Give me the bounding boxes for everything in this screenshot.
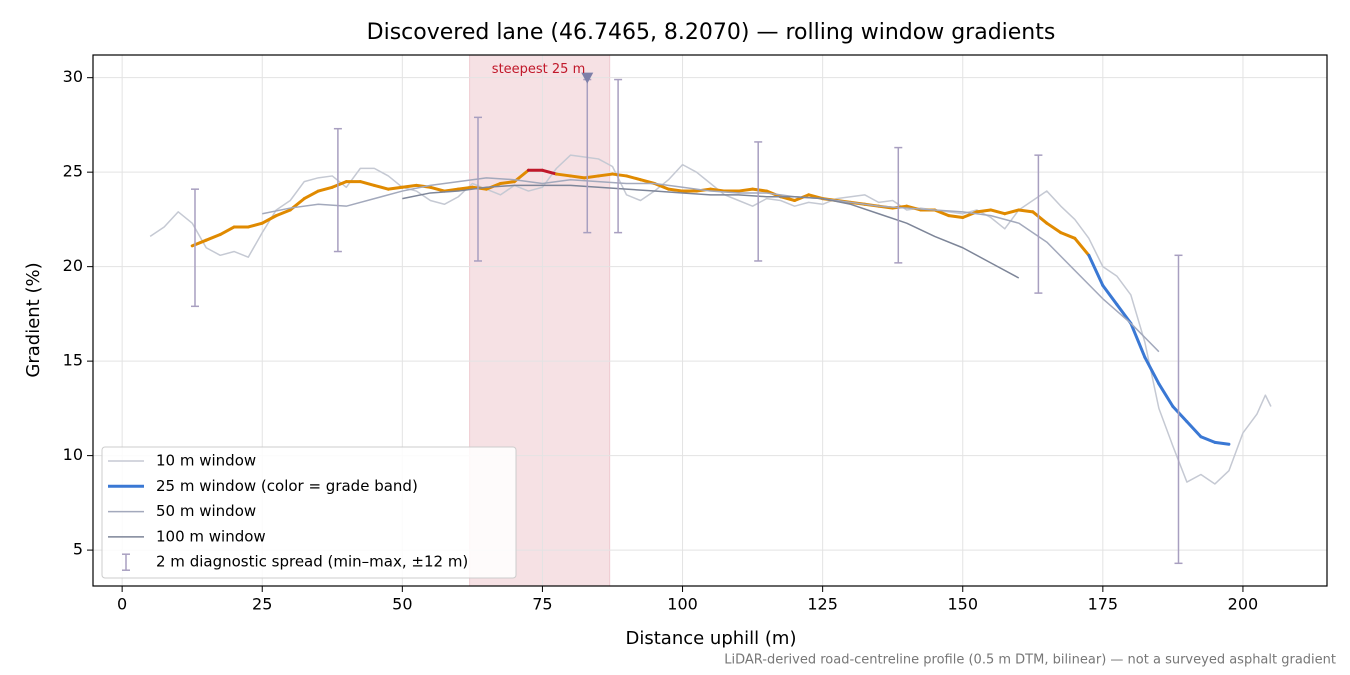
line-segment xyxy=(302,189,320,201)
legend-label: 25 m window (color = grade band) xyxy=(156,477,418,495)
line-segment xyxy=(372,183,390,191)
line-segment xyxy=(274,208,292,218)
line-segment xyxy=(1017,208,1035,214)
line-segment xyxy=(1073,236,1091,257)
line-segment xyxy=(709,187,727,193)
line-segment xyxy=(330,180,348,189)
line-segment xyxy=(989,208,1007,216)
line-segment xyxy=(1003,208,1021,216)
line-segment xyxy=(540,168,558,176)
line-segment xyxy=(442,187,460,193)
x-tick-label: 125 xyxy=(807,595,838,614)
y-tick-label: 5 xyxy=(73,540,83,559)
line-segment xyxy=(975,208,993,214)
x-tick-label: 150 xyxy=(947,595,978,614)
legend-box xyxy=(101,446,517,579)
line-segment xyxy=(610,172,629,178)
line-segment xyxy=(1059,231,1077,240)
line-segment xyxy=(751,187,769,193)
plot-frame xyxy=(92,54,1328,587)
line-segment xyxy=(358,180,376,187)
y-tick-label: 25 xyxy=(63,162,83,181)
line-segment xyxy=(625,174,643,182)
line-segment xyxy=(246,221,264,229)
line-segment xyxy=(1171,404,1189,424)
line-segment xyxy=(456,185,474,191)
line-segment xyxy=(1199,435,1217,444)
line-segment xyxy=(316,185,334,193)
line-segment xyxy=(1045,221,1063,235)
annotation: steepest 25 m xyxy=(492,62,585,77)
line-segment xyxy=(218,225,236,237)
line xyxy=(402,184,1020,279)
y-tick-label: 15 xyxy=(63,351,83,370)
line-segment xyxy=(596,172,614,178)
x-tick-label: 100 xyxy=(667,595,698,614)
line-segment xyxy=(1101,284,1119,306)
footnote: LiDAR-derived road-centreline profile (0… xyxy=(724,653,1336,668)
line-segment xyxy=(568,174,586,180)
x-tick-label: 200 xyxy=(1228,595,1259,614)
x-tick-label: 0 xyxy=(117,595,127,614)
chart-title: Discovered lane (46.7465, 8.2070) — roll… xyxy=(367,20,1056,45)
line-segment xyxy=(204,233,222,242)
annotation-marker xyxy=(581,72,594,84)
line-segment xyxy=(1087,253,1105,288)
x-axis-label: Distance uphill (m) xyxy=(626,628,797,649)
legend-label: 50 m window xyxy=(156,502,256,520)
y-tick-label: 20 xyxy=(63,256,83,275)
line-segment xyxy=(386,185,404,191)
legend: 10 m window 25 m window (color = grade ba… xyxy=(101,446,517,579)
x-tick-label: 50 xyxy=(392,595,412,614)
legend-label: 2 m diagnostic spread (min–max, ±12 m) xyxy=(156,553,468,571)
line-segment xyxy=(667,187,685,193)
x-tick-label: 175 xyxy=(1088,595,1119,614)
line-segment xyxy=(554,172,572,178)
line-segment xyxy=(1213,440,1231,446)
line xyxy=(262,177,1160,353)
line-segment xyxy=(1115,302,1133,325)
line-segment xyxy=(933,208,951,218)
line-segment xyxy=(1185,420,1203,439)
line-segment xyxy=(498,180,516,185)
y-axis-label: Gradient (%) xyxy=(23,262,44,377)
x-tick-label: 25 xyxy=(252,595,272,614)
x-tick-label: 75 xyxy=(532,595,552,614)
y-tick-label: 10 xyxy=(63,445,83,464)
line-segment xyxy=(1129,321,1147,359)
y-tick-label: 30 xyxy=(63,67,83,86)
line-segment xyxy=(737,187,755,193)
line-segment xyxy=(1143,355,1161,386)
line-segment xyxy=(947,214,965,220)
line-segment xyxy=(260,214,278,225)
line-segment xyxy=(428,185,446,193)
line-segment xyxy=(1157,382,1175,408)
legend-label: 100 m window xyxy=(156,527,266,545)
line-segment xyxy=(400,183,418,189)
legend-label: 10 m window xyxy=(156,452,256,470)
line-segment xyxy=(1031,210,1049,225)
